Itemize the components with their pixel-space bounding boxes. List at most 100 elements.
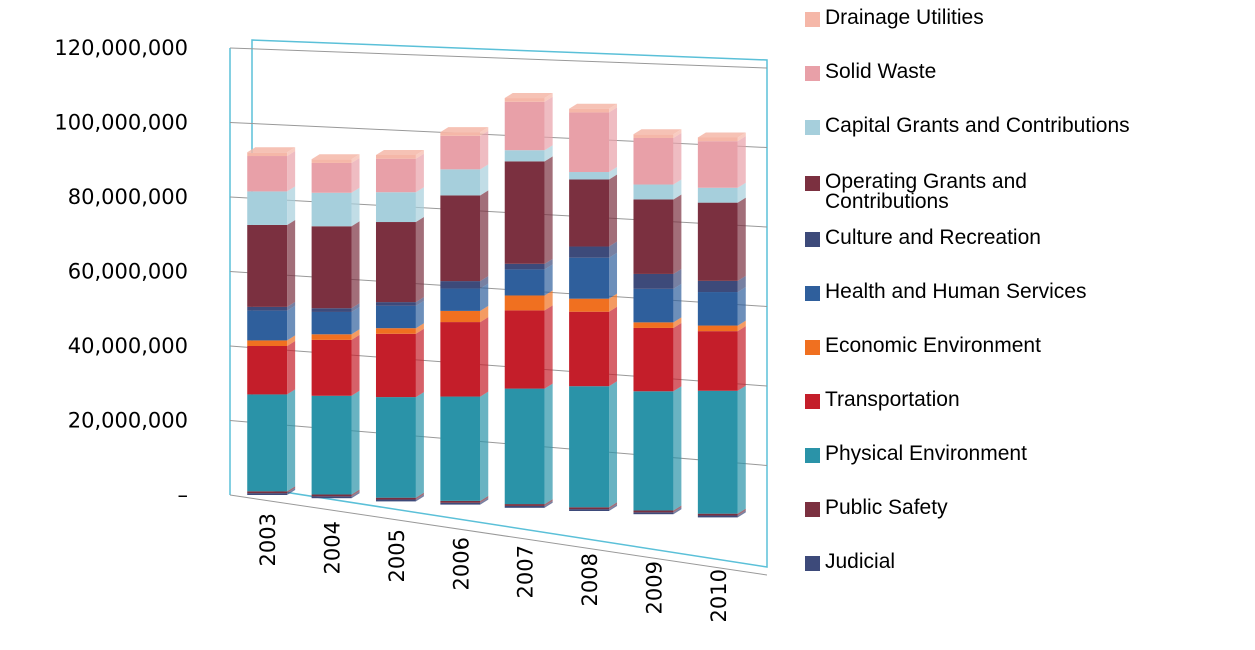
legend-item: Drainage Utilities	[805, 7, 1245, 28]
legend-item: Judicial	[805, 551, 1245, 572]
legend-label: Culture and Recreation	[825, 226, 1041, 249]
bar-side	[480, 497, 489, 505]
bar-side	[673, 322, 682, 392]
bar-segment	[504, 310, 545, 389]
bar-segment	[311, 339, 352, 396]
chart: – 20,000,000 40,000,000 60,000,000 80,000,00…	[54, 36, 768, 622]
grid-line	[229, 271, 768, 307]
bar-segment	[375, 305, 416, 329]
bar-segment	[247, 491, 288, 494]
bar-segment	[375, 154, 416, 159]
bar-side	[737, 510, 746, 518]
bar-side	[544, 156, 553, 264]
bar-side	[737, 385, 746, 514]
bar-side	[544, 290, 553, 311]
bar-top	[504, 93, 553, 99]
bar-segment	[697, 280, 738, 293]
bar-side	[287, 335, 296, 346]
bar-side	[287, 301, 296, 311]
bar-segment	[440, 169, 481, 196]
bar-side	[287, 488, 296, 495]
legend-swatch	[805, 502, 820, 517]
legend-swatch	[805, 176, 820, 191]
grid-line	[229, 420, 768, 466]
bar-segment	[375, 302, 416, 306]
bar-side	[415, 492, 424, 500]
bar-segment	[311, 159, 352, 163]
bar-side	[351, 221, 360, 309]
bar-segment	[247, 346, 288, 395]
bar-segment	[697, 292, 738, 326]
bar-side	[737, 320, 746, 332]
bar-side	[480, 190, 489, 282]
x-tick-label: 2010	[707, 569, 731, 622]
y-tick-label: –	[178, 483, 189, 507]
bar-segment	[633, 137, 674, 185]
bar-segment	[697, 513, 738, 516]
bar-side	[351, 187, 360, 227]
bar-segment	[633, 510, 674, 513]
y-tick-label: 120,000,000	[54, 36, 188, 60]
bar-side	[480, 276, 489, 289]
bar-side	[737, 275, 746, 293]
bar-segment	[440, 502, 481, 505]
bar-segment	[440, 281, 481, 289]
bar-segment	[504, 388, 545, 505]
bar-side	[480, 283, 489, 311]
bar-segment	[375, 158, 416, 193]
bar-segment	[504, 150, 545, 162]
bar-side	[287, 341, 296, 395]
bar-segment	[375, 397, 416, 498]
bar-segment	[697, 187, 738, 203]
grid-line	[229, 122, 768, 148]
grid-line	[229, 196, 768, 228]
bar-side	[673, 386, 682, 511]
bar-side	[737, 182, 746, 203]
bar-segment	[311, 192, 352, 227]
bar-side	[609, 504, 618, 511]
bar-side	[351, 303, 360, 312]
bar-segment	[633, 322, 674, 328]
bar-side	[415, 153, 424, 193]
x-tick-label: 2003	[256, 513, 280, 566]
bar-side	[673, 507, 682, 515]
bar-side	[737, 136, 746, 188]
bar-top	[633, 129, 682, 135]
bar-side	[415, 392, 424, 498]
bar-side	[609, 167, 618, 180]
legend-swatch	[805, 120, 820, 135]
x-tick-label: 2009	[642, 561, 666, 614]
legend-swatch	[805, 448, 820, 463]
bar-segment	[569, 507, 610, 510]
x-tick-label: 2005	[385, 529, 409, 582]
bar-segment	[440, 500, 481, 503]
bar-side	[544, 264, 553, 296]
bar-side	[673, 283, 682, 323]
bar-side	[609, 107, 618, 173]
bar-side	[480, 391, 489, 501]
bar-side	[480, 130, 489, 170]
bar-side	[544, 93, 553, 102]
bar-segment	[697, 325, 738, 332]
bar-segment	[697, 331, 738, 391]
bar-segment	[697, 137, 738, 142]
bar-top	[440, 127, 489, 133]
bar-side	[351, 491, 360, 499]
bar-segment	[311, 334, 352, 340]
bar-segment	[504, 504, 545, 506]
bar-side	[415, 187, 424, 223]
bar-segment	[311, 162, 352, 193]
bar-side	[737, 287, 746, 326]
bar-side	[544, 500, 553, 508]
bar-segment	[375, 333, 416, 398]
bar-segment	[311, 496, 352, 499]
legend-swatch	[805, 340, 820, 355]
bar-side	[609, 103, 618, 113]
bar-side	[673, 505, 682, 513]
bar-segment	[569, 172, 610, 180]
legend-item: Culture and Recreation	[805, 226, 1245, 249]
legend-swatch	[805, 556, 820, 571]
bar-segment	[375, 497, 416, 500]
bar-side	[673, 132, 682, 185]
bar-side	[544, 305, 553, 389]
